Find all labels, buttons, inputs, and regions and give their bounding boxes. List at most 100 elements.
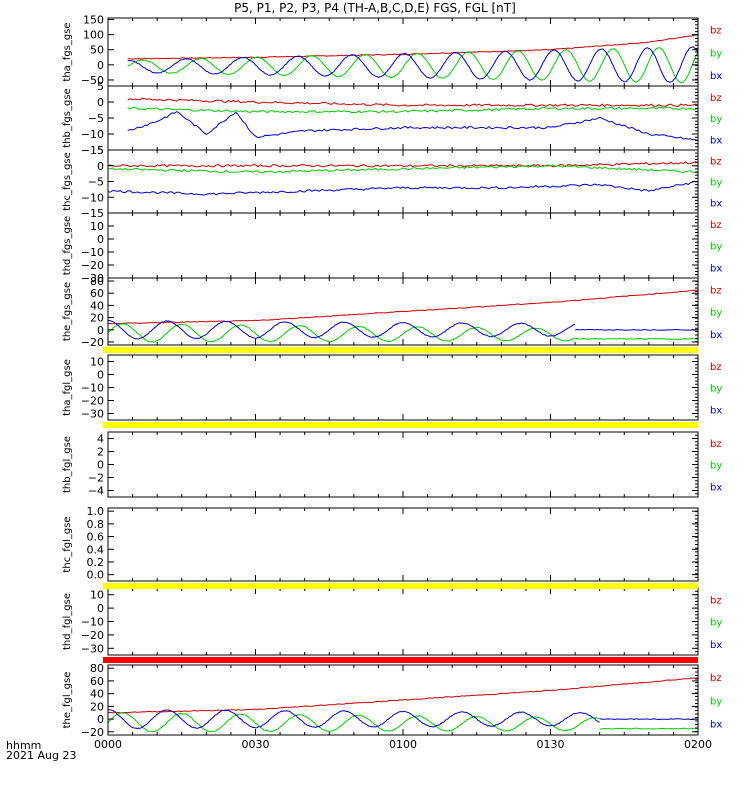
- y-axis-label: the_fgs_gse: [62, 282, 73, 341]
- y-tick-label: −10: [81, 128, 104, 141]
- y-tick-label: 40: [90, 299, 104, 312]
- y-tick-label: 0.2: [87, 556, 105, 569]
- y-tick-label: −20: [81, 726, 104, 739]
- y-tick-label: −5: [88, 176, 104, 189]
- legend-bx: bx: [710, 135, 722, 146]
- series-by-line: [127, 47, 698, 84]
- y-axis-label: thb_fgs_gse: [62, 88, 73, 147]
- legend-by: by: [710, 242, 722, 253]
- y-tick-label: −4: [88, 485, 104, 498]
- y-tick-label: 20: [90, 312, 104, 325]
- x-axis-label: hhmm: [6, 739, 42, 752]
- series-bx-line: [599, 718, 698, 721]
- x-tick-label: 0000: [94, 738, 122, 751]
- legend-bx: bx: [710, 330, 722, 341]
- y-axis-label: tha_fgs_gse: [62, 22, 73, 81]
- y-tick-label: 80: [90, 662, 104, 675]
- y-tick-label: 10: [90, 220, 104, 233]
- x-tick-label: 0200: [684, 738, 712, 751]
- y-axis-label: the_fgl_gse: [62, 672, 73, 729]
- y-tick-label: −20: [81, 336, 104, 349]
- legend-bz: bz: [710, 439, 722, 450]
- y-tick-label: 0: [97, 59, 104, 72]
- panel-thb_fgl_gse: 420−2−4 thb_fgl_gse bz by bx: [62, 431, 722, 498]
- y-tick-label: 5: [97, 80, 104, 93]
- x-tick-label: 0130: [537, 738, 565, 751]
- y-axis-label: thd_fgs_gse: [62, 216, 73, 275]
- y-tick-label: 0: [97, 459, 104, 472]
- y-axis-label: thc_fgs_gse: [62, 152, 73, 211]
- legend-bx: bx: [710, 720, 722, 731]
- y-axis-label: thb_fgl_gse: [62, 436, 73, 493]
- series-by-line: [108, 712, 600, 733]
- legend-by: by: [710, 308, 722, 319]
- panel-tha_fgl_gse: 100−10−20−30 tha_fgl_gse bz by bx: [62, 354, 722, 421]
- y-tick-label: −50: [81, 74, 104, 87]
- y-tick-label: 5: [97, 144, 104, 157]
- y-tick-label: −15: [81, 207, 104, 220]
- y-tick-label: 0: [97, 233, 104, 246]
- y-axis-label: tha_fgl_gse: [62, 359, 73, 416]
- y-tick-label: 0: [97, 602, 104, 615]
- series-by-line: [108, 164, 698, 174]
- quality-flag-bar: [103, 347, 698, 353]
- legend-by: by: [710, 618, 722, 629]
- legend-bx: bx: [710, 71, 722, 82]
- panel-frame: [107, 149, 699, 214]
- legend-bz: bz: [710, 595, 722, 606]
- panel-thc_fgs_gse: 5 0 −5 −10 −15 thc_fgs_gse bz by bx: [62, 144, 722, 220]
- series-bz-line: [108, 161, 698, 168]
- y-tick-label: 4: [97, 433, 104, 446]
- y-tick-label: 100: [83, 29, 104, 42]
- y-tick-label: 60: [90, 675, 104, 688]
- panel-thc_fgl_gse: 1.00.80.60.40.20.0 thc_fgl_gse: [62, 505, 699, 582]
- legend-bx: bx: [710, 199, 722, 210]
- y-tick-label: 10: [90, 589, 104, 602]
- y-tick-label: −30: [81, 272, 104, 285]
- x-tick-label: 0100: [389, 738, 417, 751]
- y-tick-label: −5: [88, 112, 104, 125]
- y-tick-label: 10: [90, 356, 104, 369]
- panel-frame: [107, 212, 699, 279]
- quality-flag-bar: [103, 422, 698, 428]
- y-tick-label: −10: [81, 616, 104, 629]
- legend-by: by: [710, 696, 722, 707]
- y-tick-label: −10: [81, 382, 104, 395]
- y-tick-label: −15: [81, 144, 104, 157]
- series-bx-line: [108, 181, 698, 196]
- legend-bz: bz: [710, 285, 722, 296]
- legend-bx: bx: [710, 405, 722, 416]
- y-tick-label: 0: [97, 713, 104, 726]
- series-bz-line: [127, 34, 698, 60]
- y-tick-label: 0: [97, 160, 104, 173]
- legend-bz: bz: [710, 26, 722, 37]
- y-tick-label: 0: [97, 324, 104, 337]
- y-tick-label: 40: [90, 688, 104, 701]
- panel-thd_fgl_gse: 100−10−20−30 thd_fgl_gse bz by bx: [62, 587, 722, 656]
- series-bx-line: [127, 111, 698, 142]
- legend-by: by: [710, 461, 722, 472]
- panel-frame: [107, 507, 699, 582]
- legend-bz: bz: [710, 362, 722, 373]
- legend-by: by: [710, 384, 722, 395]
- quality-flag-bar: [103, 583, 698, 589]
- legend-bz: bz: [710, 220, 722, 231]
- y-tick-label: 80: [90, 275, 104, 288]
- panel-thb_fgs_gse: 5 0 −5 −10 −15 thb_fgs_gse bz by bx: [62, 80, 722, 157]
- legend-bx: bx: [710, 482, 722, 493]
- y-axis-label: thd_fgl_gse: [62, 593, 73, 650]
- panel-frame: [107, 17, 699, 87]
- legend-bz: bz: [710, 673, 722, 684]
- legend-by: by: [710, 114, 722, 125]
- panel-frame: [107, 587, 699, 656]
- quality-flag-bar: [103, 657, 698, 663]
- series-bx-line: [108, 709, 600, 730]
- chart-title: P5, P1, P2, P3, P4 (TH-A,B,C,D,E) FGS, F…: [234, 1, 516, 15]
- x-tick-label: 0030: [242, 738, 270, 751]
- y-tick-label: 50: [90, 44, 104, 57]
- series-bz-line: [108, 289, 698, 325]
- series-by-line: [599, 727, 698, 730]
- y-tick-label: −2: [88, 472, 104, 485]
